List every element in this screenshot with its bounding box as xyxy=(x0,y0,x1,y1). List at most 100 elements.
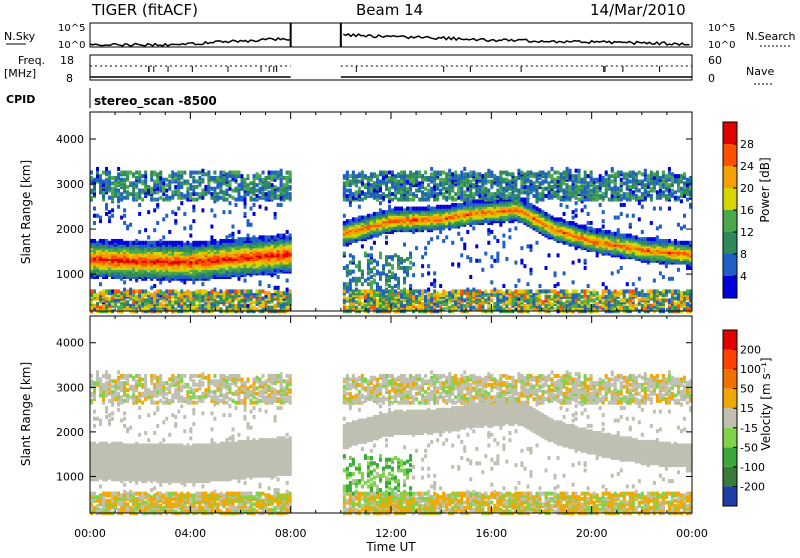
power-cell xyxy=(379,275,382,279)
power-cell xyxy=(216,241,219,245)
power-cell xyxy=(367,253,370,257)
power-cell xyxy=(463,246,466,250)
power-cell xyxy=(189,297,192,301)
power-cell xyxy=(126,190,129,194)
power-cell xyxy=(373,212,376,216)
power-cell xyxy=(138,189,141,193)
power-cell xyxy=(484,172,487,176)
power-cell xyxy=(99,291,102,295)
power-cell xyxy=(448,291,451,295)
power-cell xyxy=(499,298,502,302)
power-cell xyxy=(247,293,250,297)
power-cell xyxy=(403,277,406,281)
power-cell xyxy=(126,185,129,189)
power-cell xyxy=(511,172,514,176)
power-cell xyxy=(207,291,210,295)
power-cell xyxy=(523,295,526,299)
power-cell xyxy=(526,185,529,189)
power-cell xyxy=(505,257,508,261)
power-cell xyxy=(466,183,469,187)
power-cell xyxy=(219,289,222,293)
power-cell xyxy=(234,171,237,175)
power-cell xyxy=(192,192,195,196)
power-cell xyxy=(216,176,219,180)
power-cell xyxy=(156,241,159,245)
power-cell xyxy=(147,210,150,214)
power-cell xyxy=(520,185,523,189)
power-cell xyxy=(244,237,247,241)
power-cell xyxy=(346,273,349,277)
power-cell xyxy=(156,183,159,187)
power-cell xyxy=(394,253,397,257)
power-cell xyxy=(418,198,421,202)
power-cell xyxy=(460,289,463,293)
power-cell xyxy=(250,187,253,191)
power-cell xyxy=(493,192,496,196)
power-cell xyxy=(180,289,183,293)
power-cell xyxy=(394,273,397,277)
power-cell xyxy=(505,178,508,182)
power-cell xyxy=(469,257,472,261)
power-cell xyxy=(225,192,228,196)
power-cell xyxy=(418,181,421,185)
power-cell xyxy=(213,171,216,175)
power-cell xyxy=(406,289,409,293)
power-cell xyxy=(274,212,277,216)
power-cell xyxy=(415,171,418,175)
power-cell xyxy=(274,185,277,189)
power-cell xyxy=(475,199,478,203)
power-cell xyxy=(280,203,283,207)
power-cell xyxy=(472,196,475,200)
power-cell xyxy=(451,241,454,245)
power-cell xyxy=(385,183,388,187)
power-cell xyxy=(361,216,364,220)
power-cell xyxy=(198,241,201,245)
power-cell xyxy=(135,176,138,180)
power-cell xyxy=(111,297,114,301)
power-cell xyxy=(388,255,391,259)
power-cell xyxy=(156,221,159,225)
power-cell xyxy=(463,298,466,302)
power-cell xyxy=(222,171,225,175)
power-cell xyxy=(460,253,463,257)
power-cell xyxy=(529,203,532,207)
power-cell xyxy=(286,235,289,239)
power-cell xyxy=(364,216,367,220)
power-cell xyxy=(138,230,141,234)
power-cell xyxy=(183,280,186,284)
power-cell xyxy=(502,302,505,306)
power-cell xyxy=(463,201,466,205)
power-cell xyxy=(409,293,412,297)
power-cell xyxy=(436,205,439,209)
power-cell xyxy=(141,302,144,306)
power-cell xyxy=(96,178,99,182)
power-cell xyxy=(478,176,481,180)
power-cell xyxy=(265,207,268,211)
power-cell xyxy=(481,174,484,178)
power-cell xyxy=(286,230,289,234)
power-cell xyxy=(192,298,195,302)
power-cell xyxy=(505,297,508,301)
power-cell xyxy=(210,302,213,306)
power-cell xyxy=(487,189,490,193)
power-cell xyxy=(141,189,144,193)
power-cell xyxy=(532,302,535,306)
power-cell xyxy=(138,192,141,196)
power-cell xyxy=(159,187,162,191)
power-cell xyxy=(436,171,439,175)
power-cell xyxy=(529,268,532,272)
power-cell xyxy=(433,174,436,178)
power-cell xyxy=(490,264,493,268)
power-cell xyxy=(343,190,346,194)
power-cell xyxy=(388,208,391,212)
power-cell xyxy=(225,198,228,202)
power-cell xyxy=(286,288,289,292)
power-cell xyxy=(406,266,409,270)
power-cell xyxy=(460,297,463,301)
power-cell xyxy=(379,252,382,256)
power-cell xyxy=(247,237,250,241)
power-cell xyxy=(210,225,213,229)
power-cell xyxy=(481,190,484,194)
power-cell xyxy=(277,289,280,293)
power-cell xyxy=(424,198,427,202)
